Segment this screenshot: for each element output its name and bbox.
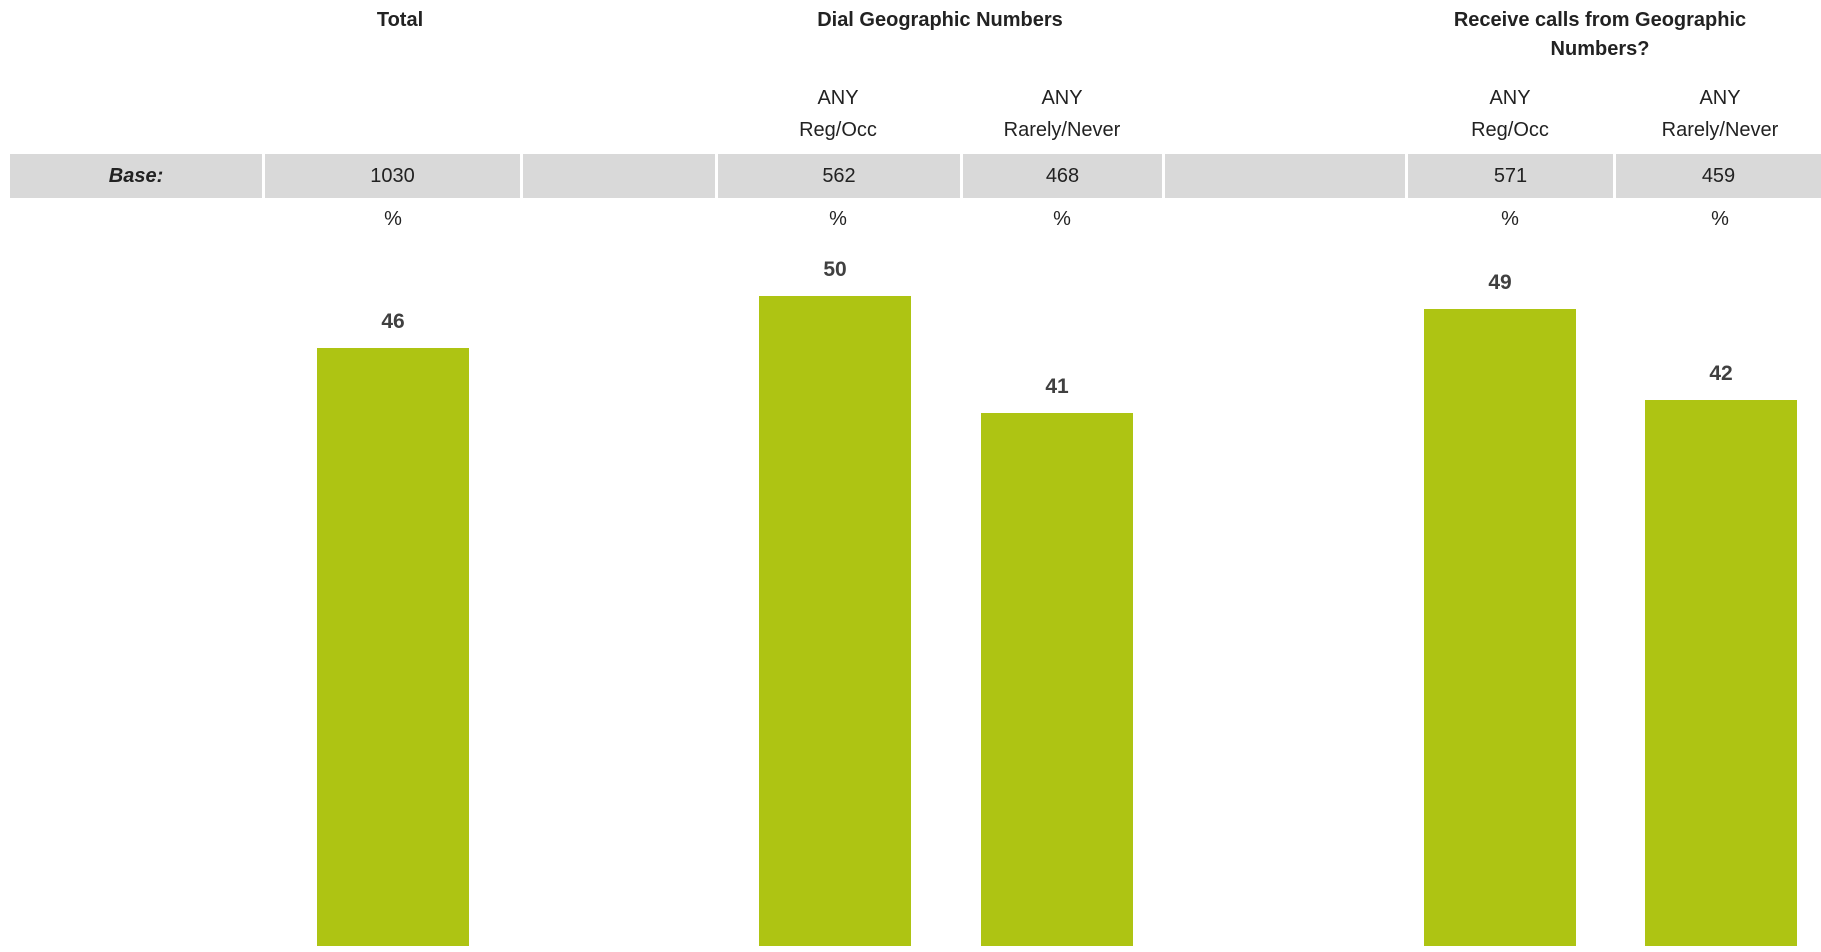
group-title-receive: Receive calls from Geographic Numbers? [1453, 9, 1747, 60]
sub-label-line: Rarely/Never [1003, 119, 1121, 141]
bar-value-label-3: 49 [1488, 271, 1511, 294]
pct-label-dial-reg: % [829, 208, 847, 230]
bar-2 [981, 413, 1133, 946]
sub-label-receive-rarely: ANY Rarely/Never [1620, 82, 1820, 146]
pct-label-dial-rarely: % [1053, 208, 1071, 230]
base-label-cell: Base: [10, 154, 262, 198]
sub-label-line: Rarely/Never [1661, 119, 1779, 141]
pct-label-receive-rarely: % [1711, 208, 1729, 230]
group-title-dial: Dial Geographic Numbers [817, 9, 1063, 31]
bar-4 [1645, 400, 1797, 946]
bar-value-label-2: 41 [1045, 375, 1069, 398]
base-cell-receive-reg: 571 [1408, 154, 1613, 198]
sub-label-line: ANY [1489, 87, 1531, 109]
bar-3 [1424, 309, 1576, 946]
bar-0 [317, 348, 469, 946]
base-cell-empty [523, 154, 715, 198]
base-cell-dial-rarely: 468 [963, 154, 1162, 198]
sub-label-line: ANY [1041, 87, 1083, 109]
sub-label-line: Reg/Occ [799, 119, 877, 141]
pct-label-total: % [384, 208, 402, 230]
sub-label-line: ANY [1699, 87, 1741, 109]
group-title-total: Total [376, 9, 424, 31]
bar-value-label-1: 50 [823, 258, 846, 281]
sub-label-line: ANY [817, 87, 859, 109]
bar-1 [759, 296, 911, 946]
base-cell-total: 1030 [265, 154, 520, 198]
base-cell-receive-rarely: 459 [1616, 154, 1821, 198]
sub-label-receive-reg: ANY Reg/Occ [1420, 82, 1600, 146]
base-cell-dial-reg: 562 [718, 154, 960, 198]
sub-label-dial-rarely: ANY Rarely/Never [962, 82, 1162, 146]
bar-value-label-4: 42 [1709, 362, 1732, 385]
sub-label-line: Reg/Occ [1471, 119, 1549, 141]
pct-label-receive-reg: % [1501, 208, 1519, 230]
base-cell-empty [1165, 154, 1405, 198]
bar-value-label-0: 46 [381, 310, 404, 333]
sub-label-dial-reg: ANY Reg/Occ [748, 82, 928, 146]
